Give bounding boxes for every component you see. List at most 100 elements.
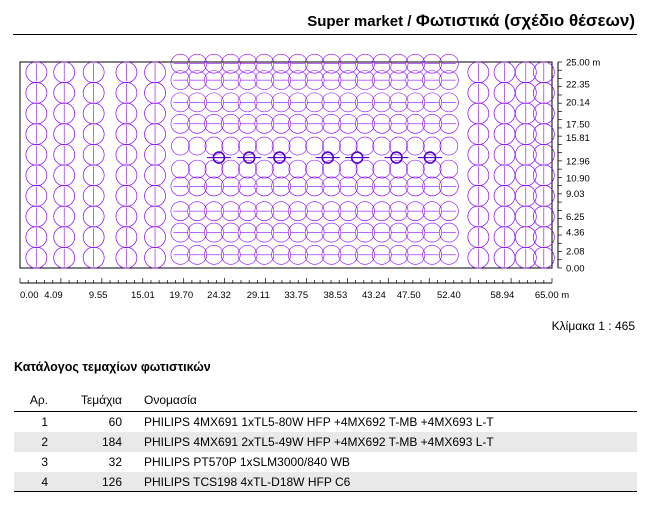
luminaire-circle <box>288 114 308 134</box>
luminaire-circle <box>271 245 291 265</box>
luminaire-circle <box>304 114 325 134</box>
luminaire-circle <box>187 222 207 243</box>
luminaire-circle <box>439 245 459 265</box>
luminaire-circle <box>355 201 375 221</box>
luminaire-circle <box>187 114 207 134</box>
row-qty: 60 <box>108 415 122 429</box>
luminaire-circle <box>338 92 359 113</box>
luminaire-circle <box>439 92 459 113</box>
luminaire-circle <box>171 136 190 156</box>
luminaire-circle <box>237 114 258 134</box>
luminaire-circle <box>422 53 442 74</box>
y-tick-label: 10.90 <box>566 174 590 185</box>
luminaire-circle <box>439 222 459 243</box>
x-tick-label: 58.94 <box>491 290 515 301</box>
luminaire-circle <box>355 53 375 74</box>
luminaire-circle <box>388 222 409 243</box>
luminaire-circle <box>422 70 442 90</box>
luminaire-circle <box>388 201 409 221</box>
luminaire-circle <box>321 70 342 90</box>
luminaire-circle <box>220 92 241 113</box>
luminaire-circle <box>25 226 48 248</box>
luminaire-circle <box>254 245 275 265</box>
luminaire-circle <box>321 114 342 134</box>
luminaire-circle <box>144 82 166 104</box>
luminaire-circle <box>115 143 138 166</box>
luminaire-circle <box>439 136 459 156</box>
luminaire-circle <box>439 53 459 74</box>
luminaire-circle <box>115 246 138 269</box>
row-name: PHILIPS TCS198 4xTL-D18W HFP C6 <box>140 472 637 492</box>
luminaire-circle <box>389 136 408 156</box>
luminaire-circle <box>237 70 258 90</box>
luminaire-circle <box>187 201 207 221</box>
luminaire-circle <box>53 61 76 84</box>
luminaire-circle <box>532 226 555 248</box>
luminaire-circle <box>144 246 166 269</box>
luminaire-circle <box>338 70 359 90</box>
luminaire-circle <box>220 53 241 74</box>
luminaire-circle <box>532 246 555 269</box>
scale-label: Κλίμακα 1 : 465 <box>551 319 635 333</box>
luminaire-circle <box>338 222 359 243</box>
luminaire-circle <box>82 246 105 269</box>
luminaire-circle <box>187 176 207 197</box>
luminaire-circle <box>305 159 324 179</box>
luminaire-circle <box>422 245 442 265</box>
luminaire-circle <box>220 201 241 221</box>
luminaire-circle <box>321 245 342 265</box>
luminaire-circle <box>338 136 358 156</box>
luminaire-circle <box>514 226 537 248</box>
luminaire-circle <box>204 70 224 90</box>
table-bottom-rule <box>14 491 637 492</box>
luminaire-circle <box>371 245 392 265</box>
luminaire-circle <box>144 143 166 166</box>
luminaire-circle <box>53 143 76 166</box>
luminaire-circle <box>221 159 241 179</box>
luminaire-circle <box>355 245 375 265</box>
luminaire-circle <box>371 201 392 221</box>
luminaire-catalog-table: Αρ. Τεμάχια Ονομασία 1 60 PHILIPS 4MX691… <box>14 390 637 492</box>
luminaire-circle <box>115 185 138 207</box>
luminaire-circle <box>53 123 76 145</box>
luminaire-circle <box>255 136 274 156</box>
luminaire-circle <box>53 246 76 269</box>
luminaire-circle <box>144 123 166 145</box>
luminaire-circle <box>532 82 555 104</box>
luminaire-circle <box>82 185 105 207</box>
luminaire-circle <box>321 222 342 243</box>
luminaire-circle <box>467 185 490 207</box>
luminaire-circle <box>53 82 76 104</box>
page-title: Super market / Φωτιστικά (σχέδιο θέσεων) <box>307 11 635 31</box>
luminaire-circle <box>254 222 275 243</box>
luminaire-circle <box>371 92 392 113</box>
row-no: 1 <box>41 415 48 429</box>
luminaire-circle <box>338 245 359 265</box>
luminaire-circle <box>271 92 291 113</box>
luminaire-circle <box>355 92 375 113</box>
luminaire-circle <box>467 82 490 104</box>
luminaire-circle <box>53 205 76 228</box>
room-outline <box>19 61 553 269</box>
y-tick-label: 20.14 <box>566 98 590 109</box>
luminaire-circle <box>532 164 555 187</box>
luminaire-circle <box>25 246 48 269</box>
luminaire-circle <box>82 205 105 228</box>
luminaire-circle <box>237 245 258 265</box>
luminaire-circle <box>204 176 224 197</box>
luminaire-circle <box>170 176 191 197</box>
luminaire-circle <box>321 176 342 197</box>
luminaire-circle <box>304 222 325 243</box>
luminaire-circle <box>338 159 358 179</box>
luminaire-circle <box>187 245 207 265</box>
luminaire-circle <box>144 61 166 84</box>
x-tick-label: 33.75 <box>284 290 308 301</box>
row-no: 2 <box>14 432 58 452</box>
row-qty: 184 <box>58 432 140 452</box>
luminaire-circle <box>82 164 105 187</box>
luminaire-circle <box>170 114 191 134</box>
x-tick-label: 15.01 <box>131 290 155 301</box>
luminaire-circle <box>422 136 442 156</box>
luminaire-circle <box>254 114 275 134</box>
luminaire-circle <box>388 176 409 197</box>
